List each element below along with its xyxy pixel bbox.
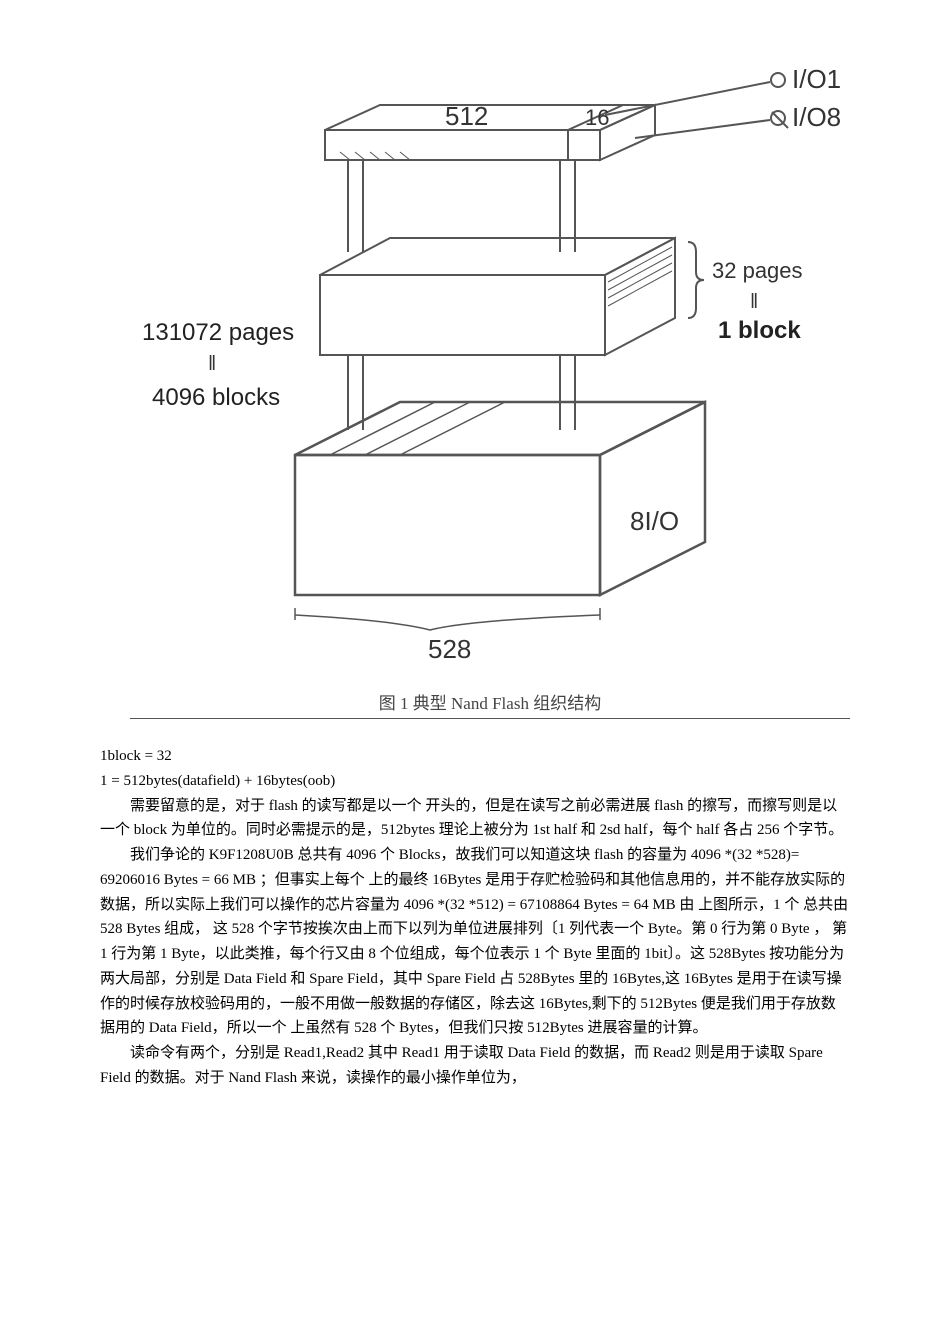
equals-right: ‖ bbox=[750, 291, 758, 313]
label-32-pages: 32 pages bbox=[712, 258, 803, 283]
label-io8: I/O8 bbox=[792, 102, 841, 132]
label-512: 512 bbox=[445, 101, 488, 131]
equals-left: ‖ bbox=[208, 353, 216, 375]
para-3: 读命令有两个，分别是 Read1,Read2 其中 Read1 用于读取 Dat… bbox=[100, 1041, 850, 1091]
para-2: 我们争论的 K9F1208U0B 总共有 4096 个 Blocks，故我们可以… bbox=[100, 843, 850, 1041]
label-528: 528 bbox=[428, 634, 471, 664]
label-16: 16 bbox=[585, 105, 609, 130]
label-1-block: 1 block bbox=[718, 317, 801, 344]
para-1: 需要留意的是，对于 flash 的读写都是以一个 开头的，但是在读写之前必需进展… bbox=[100, 794, 850, 844]
label-io1: I/O1 bbox=[792, 64, 841, 94]
line-1eq: 1 = 512bytes(datafield) + 16bytes(oob) bbox=[100, 769, 850, 794]
line-1block: 1block = 32 bbox=[100, 744, 850, 769]
label-total-pages: 131072 pages bbox=[142, 319, 294, 346]
nand-flash-figure: 512 16 I/O1 I/O8 bbox=[130, 60, 850, 719]
body-text: 1block = 32 1 = 512bytes(datafield) + 16… bbox=[100, 744, 850, 1091]
nand-flash-diagram-svg: 512 16 I/O1 I/O8 bbox=[130, 60, 850, 680]
figure-caption: 图 1 典型 Nand Flash 组织结构 bbox=[130, 689, 850, 714]
label-8io: 8I/O bbox=[630, 506, 679, 536]
label-total-blocks: 4096 blocks bbox=[152, 384, 280, 411]
figure-container: 512 16 I/O1 I/O8 bbox=[100, 60, 850, 719]
